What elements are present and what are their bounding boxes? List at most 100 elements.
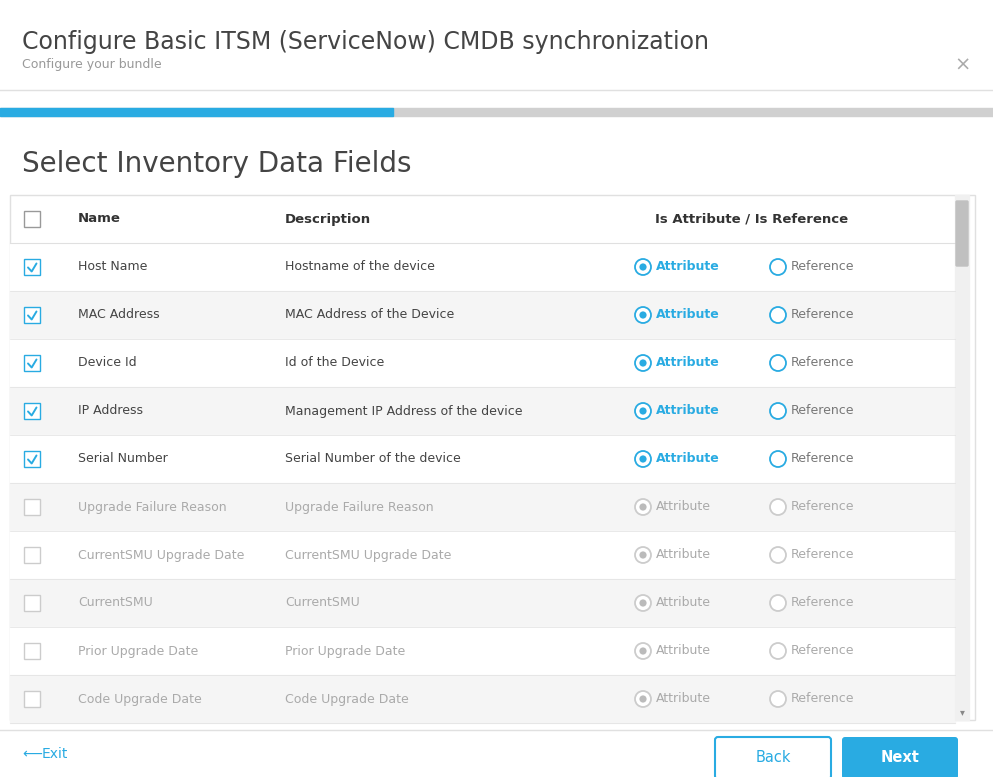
Text: Management IP Address of the device: Management IP Address of the device <box>285 405 522 417</box>
FancyBboxPatch shape <box>24 595 40 611</box>
Bar <box>10 387 955 435</box>
Text: CurrentSMU Upgrade Date: CurrentSMU Upgrade Date <box>285 549 452 562</box>
Circle shape <box>770 307 786 323</box>
Circle shape <box>639 407 646 415</box>
FancyBboxPatch shape <box>24 307 40 323</box>
FancyBboxPatch shape <box>24 643 40 659</box>
Text: Upgrade Failure Reason: Upgrade Failure Reason <box>285 500 434 514</box>
Text: Attribute: Attribute <box>656 549 711 562</box>
Text: Attribute: Attribute <box>656 500 711 514</box>
Circle shape <box>639 360 646 367</box>
Circle shape <box>770 691 786 707</box>
Text: Select Inventory Data Fields: Select Inventory Data Fields <box>22 150 411 178</box>
Text: Attribute: Attribute <box>656 597 711 609</box>
Text: Next: Next <box>881 751 920 765</box>
Text: Serial Number: Serial Number <box>78 452 168 465</box>
Text: Id of the Device: Id of the Device <box>285 357 384 370</box>
Circle shape <box>770 595 786 611</box>
Text: Is Attribute / Is Reference: Is Attribute / Is Reference <box>655 212 848 225</box>
Circle shape <box>770 403 786 419</box>
FancyBboxPatch shape <box>24 259 40 275</box>
Circle shape <box>639 695 646 702</box>
Bar <box>10 483 955 531</box>
Bar <box>0 108 993 116</box>
Text: Back: Back <box>756 751 790 765</box>
Bar <box>10 531 955 579</box>
Text: Prior Upgrade Date: Prior Upgrade Date <box>285 644 405 657</box>
Text: Description: Description <box>285 212 371 225</box>
Text: Code Upgrade Date: Code Upgrade Date <box>78 692 202 706</box>
Text: Reference: Reference <box>791 308 855 322</box>
Text: Reference: Reference <box>791 692 855 706</box>
Text: Reference: Reference <box>791 549 855 562</box>
Text: Reference: Reference <box>791 644 855 657</box>
Circle shape <box>635 259 651 275</box>
Circle shape <box>639 647 646 654</box>
FancyBboxPatch shape <box>24 691 40 707</box>
Circle shape <box>639 552 646 559</box>
Text: Reference: Reference <box>791 597 855 609</box>
Text: ▾: ▾ <box>959 707 964 717</box>
Circle shape <box>770 259 786 275</box>
Text: ⟵: ⟵ <box>22 747 42 761</box>
FancyBboxPatch shape <box>956 201 968 266</box>
Circle shape <box>635 307 651 323</box>
Circle shape <box>770 499 786 515</box>
Text: Exit: Exit <box>42 747 69 761</box>
Circle shape <box>639 599 646 607</box>
Circle shape <box>639 263 646 270</box>
Circle shape <box>635 691 651 707</box>
Bar <box>955 195 969 720</box>
Circle shape <box>770 547 786 563</box>
Text: CurrentSMU: CurrentSMU <box>78 597 153 609</box>
Circle shape <box>635 499 651 515</box>
Text: Attribute: Attribute <box>656 692 711 706</box>
Text: Configure Basic ITSM (ServiceNow) CMDB synchronization: Configure Basic ITSM (ServiceNow) CMDB s… <box>22 30 709 54</box>
Text: MAC Address of the Device: MAC Address of the Device <box>285 308 454 322</box>
Text: Attribute: Attribute <box>656 452 720 465</box>
Text: Code Upgrade Date: Code Upgrade Date <box>285 692 409 706</box>
Text: Name: Name <box>78 212 121 225</box>
Circle shape <box>770 451 786 467</box>
Bar <box>10 291 955 339</box>
Text: Hostname of the device: Hostname of the device <box>285 260 435 274</box>
Text: Attribute: Attribute <box>656 260 720 274</box>
Bar <box>10 435 955 483</box>
Circle shape <box>639 503 646 510</box>
Bar <box>10 339 955 387</box>
FancyBboxPatch shape <box>24 451 40 467</box>
Bar <box>10 675 955 723</box>
FancyBboxPatch shape <box>24 547 40 563</box>
Circle shape <box>635 355 651 371</box>
Circle shape <box>770 355 786 371</box>
Text: Device Id: Device Id <box>78 357 137 370</box>
FancyBboxPatch shape <box>24 211 40 227</box>
Bar <box>10 243 955 291</box>
Text: Serial Number of the device: Serial Number of the device <box>285 452 461 465</box>
Text: Configure your bundle: Configure your bundle <box>22 58 162 71</box>
FancyBboxPatch shape <box>842 737 958 777</box>
Text: Reference: Reference <box>791 260 855 274</box>
Circle shape <box>639 312 646 319</box>
Bar <box>10 627 955 675</box>
Text: CurrentSMU Upgrade Date: CurrentSMU Upgrade Date <box>78 549 244 562</box>
Circle shape <box>770 643 786 659</box>
Text: CurrentSMU: CurrentSMU <box>285 597 359 609</box>
Circle shape <box>635 595 651 611</box>
Circle shape <box>635 403 651 419</box>
Text: MAC Address: MAC Address <box>78 308 160 322</box>
FancyBboxPatch shape <box>24 355 40 371</box>
FancyBboxPatch shape <box>715 737 831 777</box>
Text: Upgrade Failure Reason: Upgrade Failure Reason <box>78 500 226 514</box>
Text: Attribute: Attribute <box>656 644 711 657</box>
Bar <box>0 108 393 116</box>
Circle shape <box>635 547 651 563</box>
Text: ×: × <box>955 55 971 75</box>
Circle shape <box>635 643 651 659</box>
Text: Prior Upgrade Date: Prior Upgrade Date <box>78 644 199 657</box>
Text: Reference: Reference <box>791 357 855 370</box>
Text: Attribute: Attribute <box>656 357 720 370</box>
Bar <box>10 195 975 720</box>
Text: Host Name: Host Name <box>78 260 147 274</box>
FancyBboxPatch shape <box>24 403 40 419</box>
